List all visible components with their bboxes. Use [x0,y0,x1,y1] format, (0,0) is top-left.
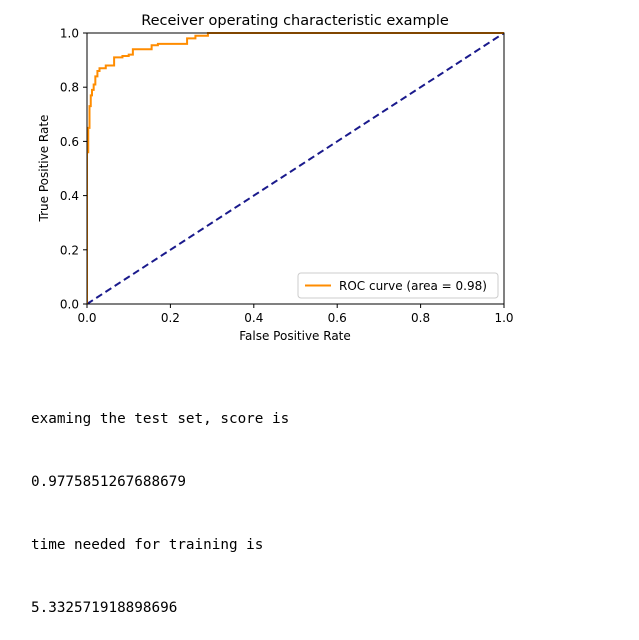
x-tick-label: 0.6 [328,311,347,325]
x-axis-ticks: 0.0 0.2 0.4 0.6 0.8 1.0 [77,304,514,325]
y-tick-label: 1.0 [60,27,79,41]
plot-lines [87,32,505,304]
roc-curve-line [87,32,504,304]
x-tick-label: 0.0 [77,311,96,325]
console-output: examing the test set, score is 0.9775851… [31,367,289,640]
y-tick-label: 0.4 [60,189,79,203]
x-axis-label: False Positive Rate [239,329,351,343]
legend: ROC curve (area = 0.98) [297,272,499,299]
x-tick-label: 0.8 [411,311,430,325]
legend-box [297,272,499,299]
legend-label: ROC curve (area = 0.98) [339,279,487,293]
y-tick-label: 0.2 [60,243,79,257]
y-tick-label: 0.8 [60,81,79,95]
chart-title: Receiver operating characteristic exampl… [141,13,449,29]
y-tick-label: 0.6 [60,135,79,149]
output-line: examing the test set, score is [31,411,290,427]
plot-frame [86,32,505,305]
x-tick-label: 0.4 [244,311,263,325]
x-tick-label: 0.2 [161,311,180,325]
y-axis-ticks: 0.0 0.2 0.4 0.6 0.8 1.0 [60,27,87,312]
output-line: 5.332571918898696 [31,600,178,616]
chance-line [87,32,505,304]
output-line: time needed for training is [31,537,264,553]
output-line: 0.9775851267688679 [31,474,186,490]
x-tick-label: 1.0 [494,311,513,325]
roc-figure: Receiver operating characteristic exampl… [37,13,514,343]
y-axis-label: True Positive Rate [37,115,51,223]
y-tick-label: 0.0 [60,298,79,312]
